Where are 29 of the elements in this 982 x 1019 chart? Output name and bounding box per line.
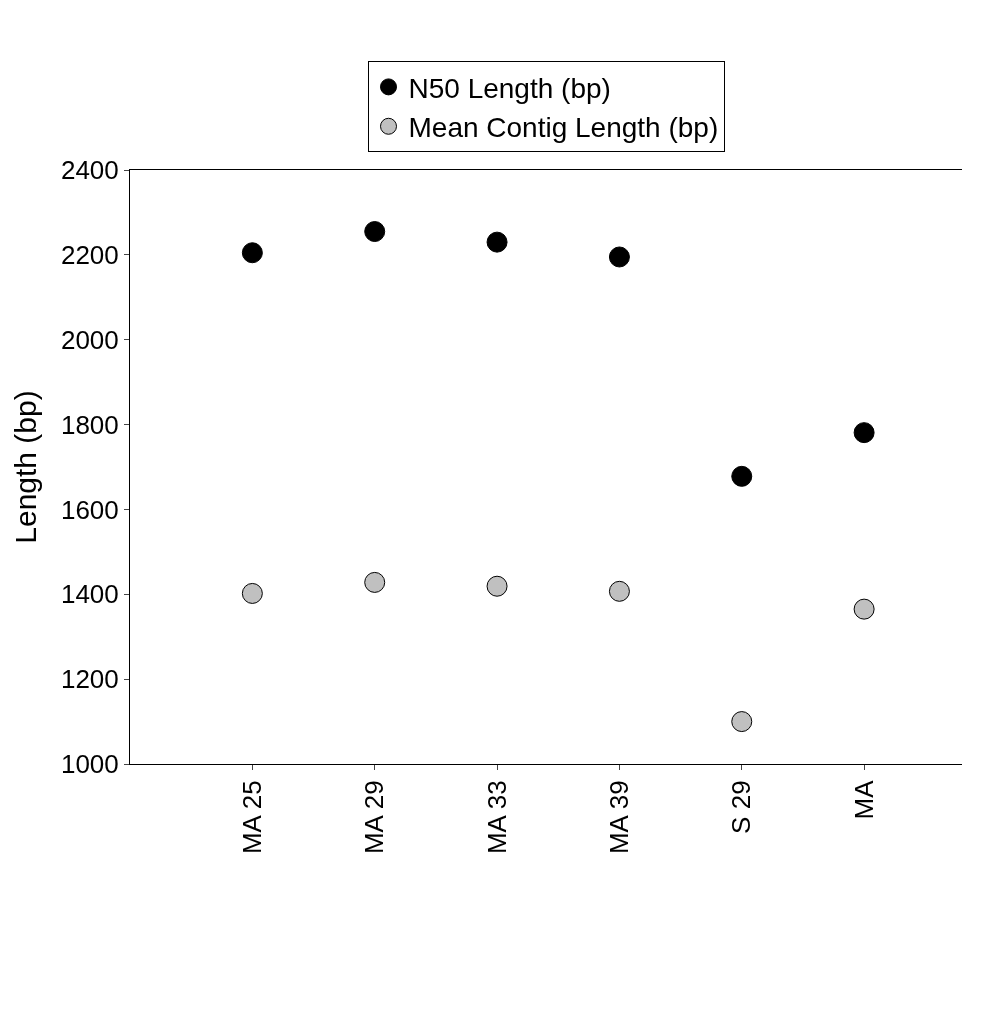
y-tick-label: 1800: [60, 409, 119, 440]
point: [364, 221, 386, 243]
y-axis-title: Length (bp): [8, 390, 42, 544]
point: [731, 711, 753, 733]
x-tick-label: MA 39: [603, 780, 634, 855]
x-tick-label: MA 33: [481, 780, 512, 855]
point: [241, 582, 263, 604]
y-tick-label: 2200: [60, 239, 119, 270]
y-tick-label: 2400: [60, 155, 119, 186]
point: [241, 242, 263, 264]
point: [731, 465, 753, 487]
point: [608, 246, 630, 268]
y-tick-label: 1400: [60, 579, 119, 610]
legend-label: N50 Length (bp): [408, 72, 611, 104]
x-tick-label: S 29: [726, 780, 757, 834]
y-tick-label: 1600: [60, 494, 119, 525]
x-tick-label: MA 29: [359, 780, 390, 855]
y-tick-label: 1000: [60, 749, 119, 780]
x-tick-label: MA 25: [236, 780, 267, 855]
point: [364, 571, 386, 593]
point: [853, 422, 875, 444]
point: [486, 575, 508, 597]
point: [486, 231, 508, 253]
point: [608, 580, 630, 602]
x-tick-label: MA: [848, 779, 879, 820]
y-tick-label: 2000: [60, 324, 119, 355]
point: [853, 598, 875, 620]
legend-label: Mean Contig Length (bp): [408, 112, 719, 144]
y-tick-label: 1200: [60, 664, 119, 695]
